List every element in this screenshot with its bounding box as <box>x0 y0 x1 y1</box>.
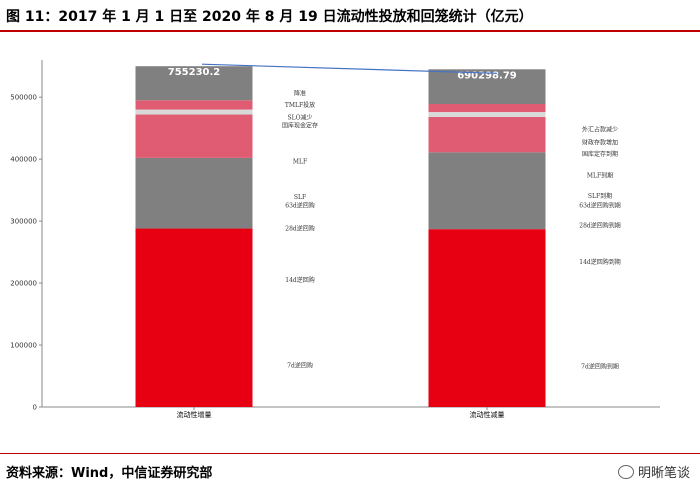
annotation-right: 财政存款增加 <box>582 138 618 146</box>
annotation-right: 7d逆回购到期 <box>581 363 619 371</box>
annotation-right: 28d逆回购到期 <box>579 221 620 229</box>
top-rule <box>0 30 700 32</box>
annotation-left: 7d逆回购 <box>287 361 313 369</box>
x-category-label: 流动性增量 <box>177 410 212 419</box>
annotation-left: 国库现金定存 <box>282 122 318 130</box>
source-note: 资料来源：Wind，中信证券研究部 <box>6 466 213 481</box>
bar-segment <box>135 228 253 407</box>
bar-segment <box>428 112 546 118</box>
chart-title: 图 11：2017 年 1 月 1 日至 2020 年 8 月 19 日流动性投… <box>6 9 533 25</box>
annotation-left: TMLF投放 <box>285 101 315 109</box>
wechat-icon <box>617 464 634 479</box>
bar-segment <box>428 117 546 153</box>
annotation-left: MLF <box>293 158 307 165</box>
watermark-text: 明晰笔谈 <box>637 466 690 481</box>
x-category-label: 流动性减量 <box>470 410 505 419</box>
annotation-left: 降准 <box>294 89 306 97</box>
trend-line <box>201 63 498 74</box>
annotation-right: 国库定存到期 <box>582 150 618 158</box>
bar-total-label: 690298.79 <box>457 70 517 81</box>
watermark: 明晰笔谈 <box>617 462 690 481</box>
annotation-right: 14d逆回购到期 <box>579 258 620 266</box>
bottom-rule <box>0 453 700 454</box>
bar-segment <box>135 66 253 101</box>
bar-segment <box>135 114 253 158</box>
bar-total-label: 755230.2 <box>168 67 221 78</box>
annotation-left: 28d逆回购 <box>285 224 314 232</box>
bar-segment <box>135 109 253 115</box>
annotation-right: 63d逆回购到期 <box>579 201 620 209</box>
annotation-left: 14d逆回购 <box>285 276 314 284</box>
annotation-right: SLF到期 <box>588 192 612 200</box>
annotation-right: MLF到期 <box>587 172 613 180</box>
y-tick-label: 100000 <box>10 342 37 350</box>
bar-segment <box>135 157 253 229</box>
annotation-left: 63d逆回购 <box>285 201 314 209</box>
y-tick-label: 0 <box>33 404 37 412</box>
y-tick-label: 500000 <box>10 94 37 102</box>
bar-segment <box>428 103 546 113</box>
y-tick-label: 200000 <box>10 280 37 288</box>
y-tick-label: 400000 <box>10 156 37 164</box>
y-tick-label: 300000 <box>10 218 37 226</box>
bar-segment <box>135 100 253 110</box>
bar-segment <box>428 152 546 230</box>
annotation-right: 外汇占款减少 <box>582 125 618 133</box>
annotation-left: SLF <box>294 194 306 201</box>
bar-segment <box>428 69 546 104</box>
bar-segment <box>428 229 546 407</box>
annotation-left: SLO减少 <box>287 113 312 121</box>
